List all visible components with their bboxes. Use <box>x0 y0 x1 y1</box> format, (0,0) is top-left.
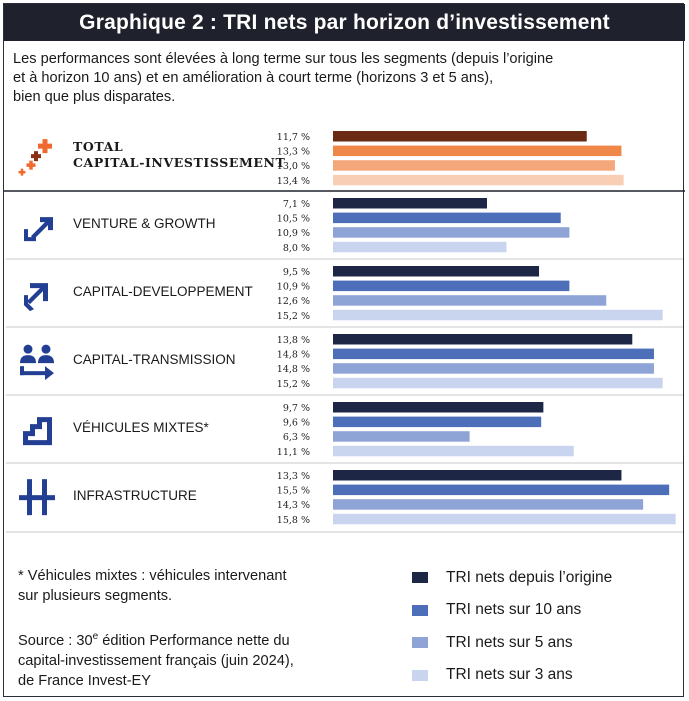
bar <box>333 470 622 481</box>
legend-item: TRI nets sur 5 ans <box>412 631 672 655</box>
bar <box>333 363 654 374</box>
data-label: 15,2 % <box>277 379 310 390</box>
bar <box>333 445 574 457</box>
data-label: 15,5 % <box>277 486 310 497</box>
bar <box>333 212 561 224</box>
bar <box>333 145 622 157</box>
stairs-icon <box>23 417 52 446</box>
category-label: CAPITAL-TRANSMISSION <box>73 352 236 367</box>
category-label: VÉHICULES MIXTES* <box>73 420 210 435</box>
legend-label: TRI nets sur 3 ans <box>446 666 573 684</box>
ordinal-suffix: e <box>92 631 99 642</box>
bar <box>333 377 663 389</box>
data-label: 11,7 % <box>277 132 310 143</box>
legend-swatch <box>412 604 428 616</box>
footnote-line: sur plusieurs segments. <box>18 588 173 604</box>
bar <box>333 416 542 428</box>
category-group: VÉHICULES MIXTES* 9,7 % 9,6 % 6,3 % 11,1 % <box>23 402 574 458</box>
plus-cluster-icon <box>18 139 52 176</box>
bar <box>333 160 615 171</box>
subtitle-line: bien que plus disparates. <box>13 89 176 105</box>
legend-label: TRI nets depuis l’origine <box>446 568 613 586</box>
data-label: 11,1 % <box>277 447 310 458</box>
data-label: 13,3 % <box>277 147 310 158</box>
data-label: 7,1 % <box>283 199 310 210</box>
data-label: 10,9 % <box>277 282 310 293</box>
legend-swatch <box>412 637 428 649</box>
source-line: Source : 30e édition Performance nette d… <box>18 631 290 649</box>
data-label: 10,5 % <box>277 214 310 225</box>
legend-label: TRI nets sur 10 ans <box>446 601 582 619</box>
data-label: 13,3 % <box>277 471 310 482</box>
subtitle-line: et à horizon 10 ans) et en amélioration … <box>13 70 494 86</box>
bar <box>333 198 487 209</box>
source-note: Source : 30e édition Performance nette d… <box>18 627 378 691</box>
legend-item: TRI nets sur 3 ans <box>412 664 672 688</box>
data-label: 13,8 % <box>277 335 310 346</box>
bar <box>333 309 663 321</box>
legend-swatch <box>412 572 428 584</box>
legend: TRI nets depuis l’origine TRI nets sur 1… <box>412 566 672 696</box>
bar <box>333 241 507 253</box>
data-label: 12,6 % <box>277 296 310 307</box>
bar <box>333 334 633 345</box>
legend-item: TRI nets depuis l’origine <box>412 566 672 590</box>
category-group: CAPITAL-TRANSMISSION 13,8 % 14,8 % 14,8 % 15… <box>20 334 663 390</box>
data-label: 9,6 % <box>283 418 310 429</box>
data-label: 9,5 % <box>283 267 310 278</box>
bar <box>333 295 607 306</box>
growth-arrow-icon <box>24 283 48 312</box>
bar <box>333 499 644 510</box>
data-label: 10,9 % <box>277 228 310 239</box>
bar <box>333 131 587 142</box>
arrow-up-right-icon <box>24 217 53 242</box>
chart-subtitle: Les performances sont élevées à long ter… <box>13 50 653 107</box>
source-line: de France Invest-EY <box>18 672 152 689</box>
category-label: INFRASTRUCTURE <box>73 488 197 503</box>
category-group: INFRASTRUCTURE 13,3 % 15,5 % 14,3 % 15,8 % <box>19 470 676 526</box>
legend-swatch <box>412 669 428 681</box>
category-label: VENTURE & GROWTH <box>73 216 216 231</box>
infrastructure-icon <box>19 479 55 516</box>
bar <box>333 266 540 277</box>
chart-title: Graphique 2 : TRI nets par horizon d’inv… <box>4 4 685 41</box>
footnote: * Véhicules mixtes : véhicules intervena… <box>18 566 378 606</box>
data-label: 14,8 % <box>277 350 310 361</box>
source-line: capital-investissement français (juin 20… <box>18 652 294 669</box>
bar <box>333 484 670 496</box>
people-transfer-icon <box>20 344 54 381</box>
data-label: 8,0 % <box>283 243 310 254</box>
bar <box>333 348 654 360</box>
data-label: 15,2 % <box>277 311 310 322</box>
subtitle-line: Les performances sont élevées à long ter… <box>13 51 554 67</box>
category-label: CAPITAL-DEVELOPPEMENT <box>73 284 253 299</box>
data-label: 13,4 % <box>277 176 310 187</box>
legend-label: TRI nets sur 5 ans <box>446 633 573 651</box>
data-label: 13,0 % <box>277 161 310 172</box>
footnote-line: * Véhicules mixtes : véhicules intervena… <box>18 568 287 584</box>
data-label: 14,3 % <box>277 500 310 511</box>
data-label: 9,7 % <box>283 403 310 414</box>
category-group: VENTURE & GROWTH 7,1 % 10,5 % 10,9 % 8,0 % <box>24 198 570 254</box>
bar <box>333 174 624 186</box>
bar <box>333 513 676 525</box>
data-label: 14,8 % <box>277 364 310 375</box>
legend-item: TRI nets sur 10 ans <box>412 599 672 623</box>
data-label: 6,3 % <box>283 432 310 443</box>
bar <box>333 431 470 442</box>
bar <box>333 280 570 292</box>
data-label: 15,8 % <box>277 515 310 526</box>
bar <box>333 227 570 238</box>
bar <box>333 402 544 413</box>
category-group: CAPITAL-DEVELOPPEMENT 9,5 % 10,9 % 12,6 % 15… <box>24 266 663 322</box>
category-label: TOTAL CAPITAL-INVESTISSEMENT <box>73 139 286 170</box>
